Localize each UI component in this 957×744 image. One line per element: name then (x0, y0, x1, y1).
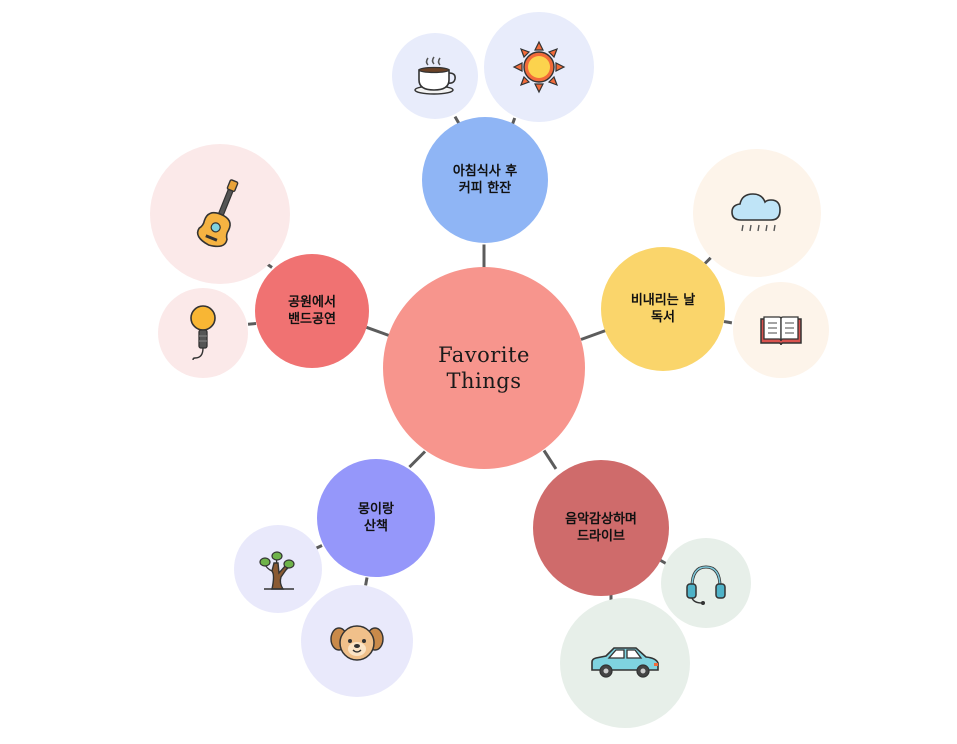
topic-label-coffee-line1: 아침식사 후 (452, 164, 518, 179)
connector-center-walk (408, 450, 427, 469)
center-label: Favorite Things (438, 342, 530, 394)
topic-label-walk-line1: 몽이랑 (358, 502, 394, 517)
bubble-open-book (733, 282, 829, 378)
topic-label-walk-line2: 산책 (364, 519, 388, 534)
connector-center-rain (580, 329, 606, 341)
tree-icon (259, 551, 295, 590)
topic-label-rain: 비내리는 날 독서 (631, 292, 695, 326)
center-node[interactable]: Favorite Things (383, 267, 585, 469)
open-book-icon (760, 316, 802, 346)
connector-center-band (365, 325, 390, 337)
topic-label-drive-line2: 드라이브 (577, 529, 625, 544)
topic-label-band-line2: 밴드공연 (288, 312, 336, 327)
topic-label-coffee: 아침식사 후 커피 한잔 (453, 163, 517, 197)
microphone-icon (190, 305, 216, 361)
coffee-cup-icon (414, 56, 456, 95)
topic-node-rain[interactable]: 비내리는 날 독서 (601, 247, 725, 371)
bubble-puppy (301, 585, 413, 697)
topic-node-coffee[interactable]: 아침식사 후 커피 한잔 (422, 117, 548, 243)
topic-label-band-line1: 공원에서 (288, 295, 336, 310)
car-icon (591, 647, 659, 678)
topic-node-band[interactable]: 공원에서 밴드공연 (255, 254, 369, 368)
bubble-microphone (158, 288, 248, 378)
topic-label-band: 공원에서 밴드공연 (288, 294, 336, 328)
guitar-icon (196, 179, 239, 248)
connector-center-drive (542, 449, 558, 470)
bubble-coffee-cup (392, 33, 478, 119)
topic-label-coffee-line2: 커피 한잔 (458, 181, 512, 196)
connector-center-coffee (482, 244, 486, 269)
bubble-car (560, 598, 690, 728)
sun-icon (512, 40, 566, 94)
topic-label-drive-line1: 음악감상하며 (565, 512, 637, 527)
rain-cloud-icon (731, 193, 781, 232)
topic-node-walk[interactable]: 몽이랑 산책 (317, 459, 435, 577)
center-label-line1: Favorite (438, 343, 530, 367)
puppy-icon (330, 625, 384, 661)
headphones-icon (686, 565, 726, 605)
bubble-guitar (150, 144, 290, 284)
bubble-tree (234, 525, 322, 613)
topic-node-drive[interactable]: 음악감상하며 드라이브 (533, 460, 669, 596)
center-label-line2: Things (446, 369, 522, 393)
connector-rain-book (723, 320, 733, 325)
connector-band-mic (247, 322, 257, 326)
bubble-headphones (661, 538, 751, 628)
topic-label-drive: 음악감상하며 드라이브 (565, 511, 637, 545)
connector-walk-puppy (364, 577, 369, 586)
bubble-rain-cloud (693, 149, 821, 277)
topic-label-rain-line2: 독서 (651, 310, 675, 325)
topic-label-walk: 몽이랑 산책 (358, 501, 394, 535)
topic-label-rain-line1: 비내리는 날 (630, 293, 696, 308)
bubble-sun (484, 12, 594, 122)
